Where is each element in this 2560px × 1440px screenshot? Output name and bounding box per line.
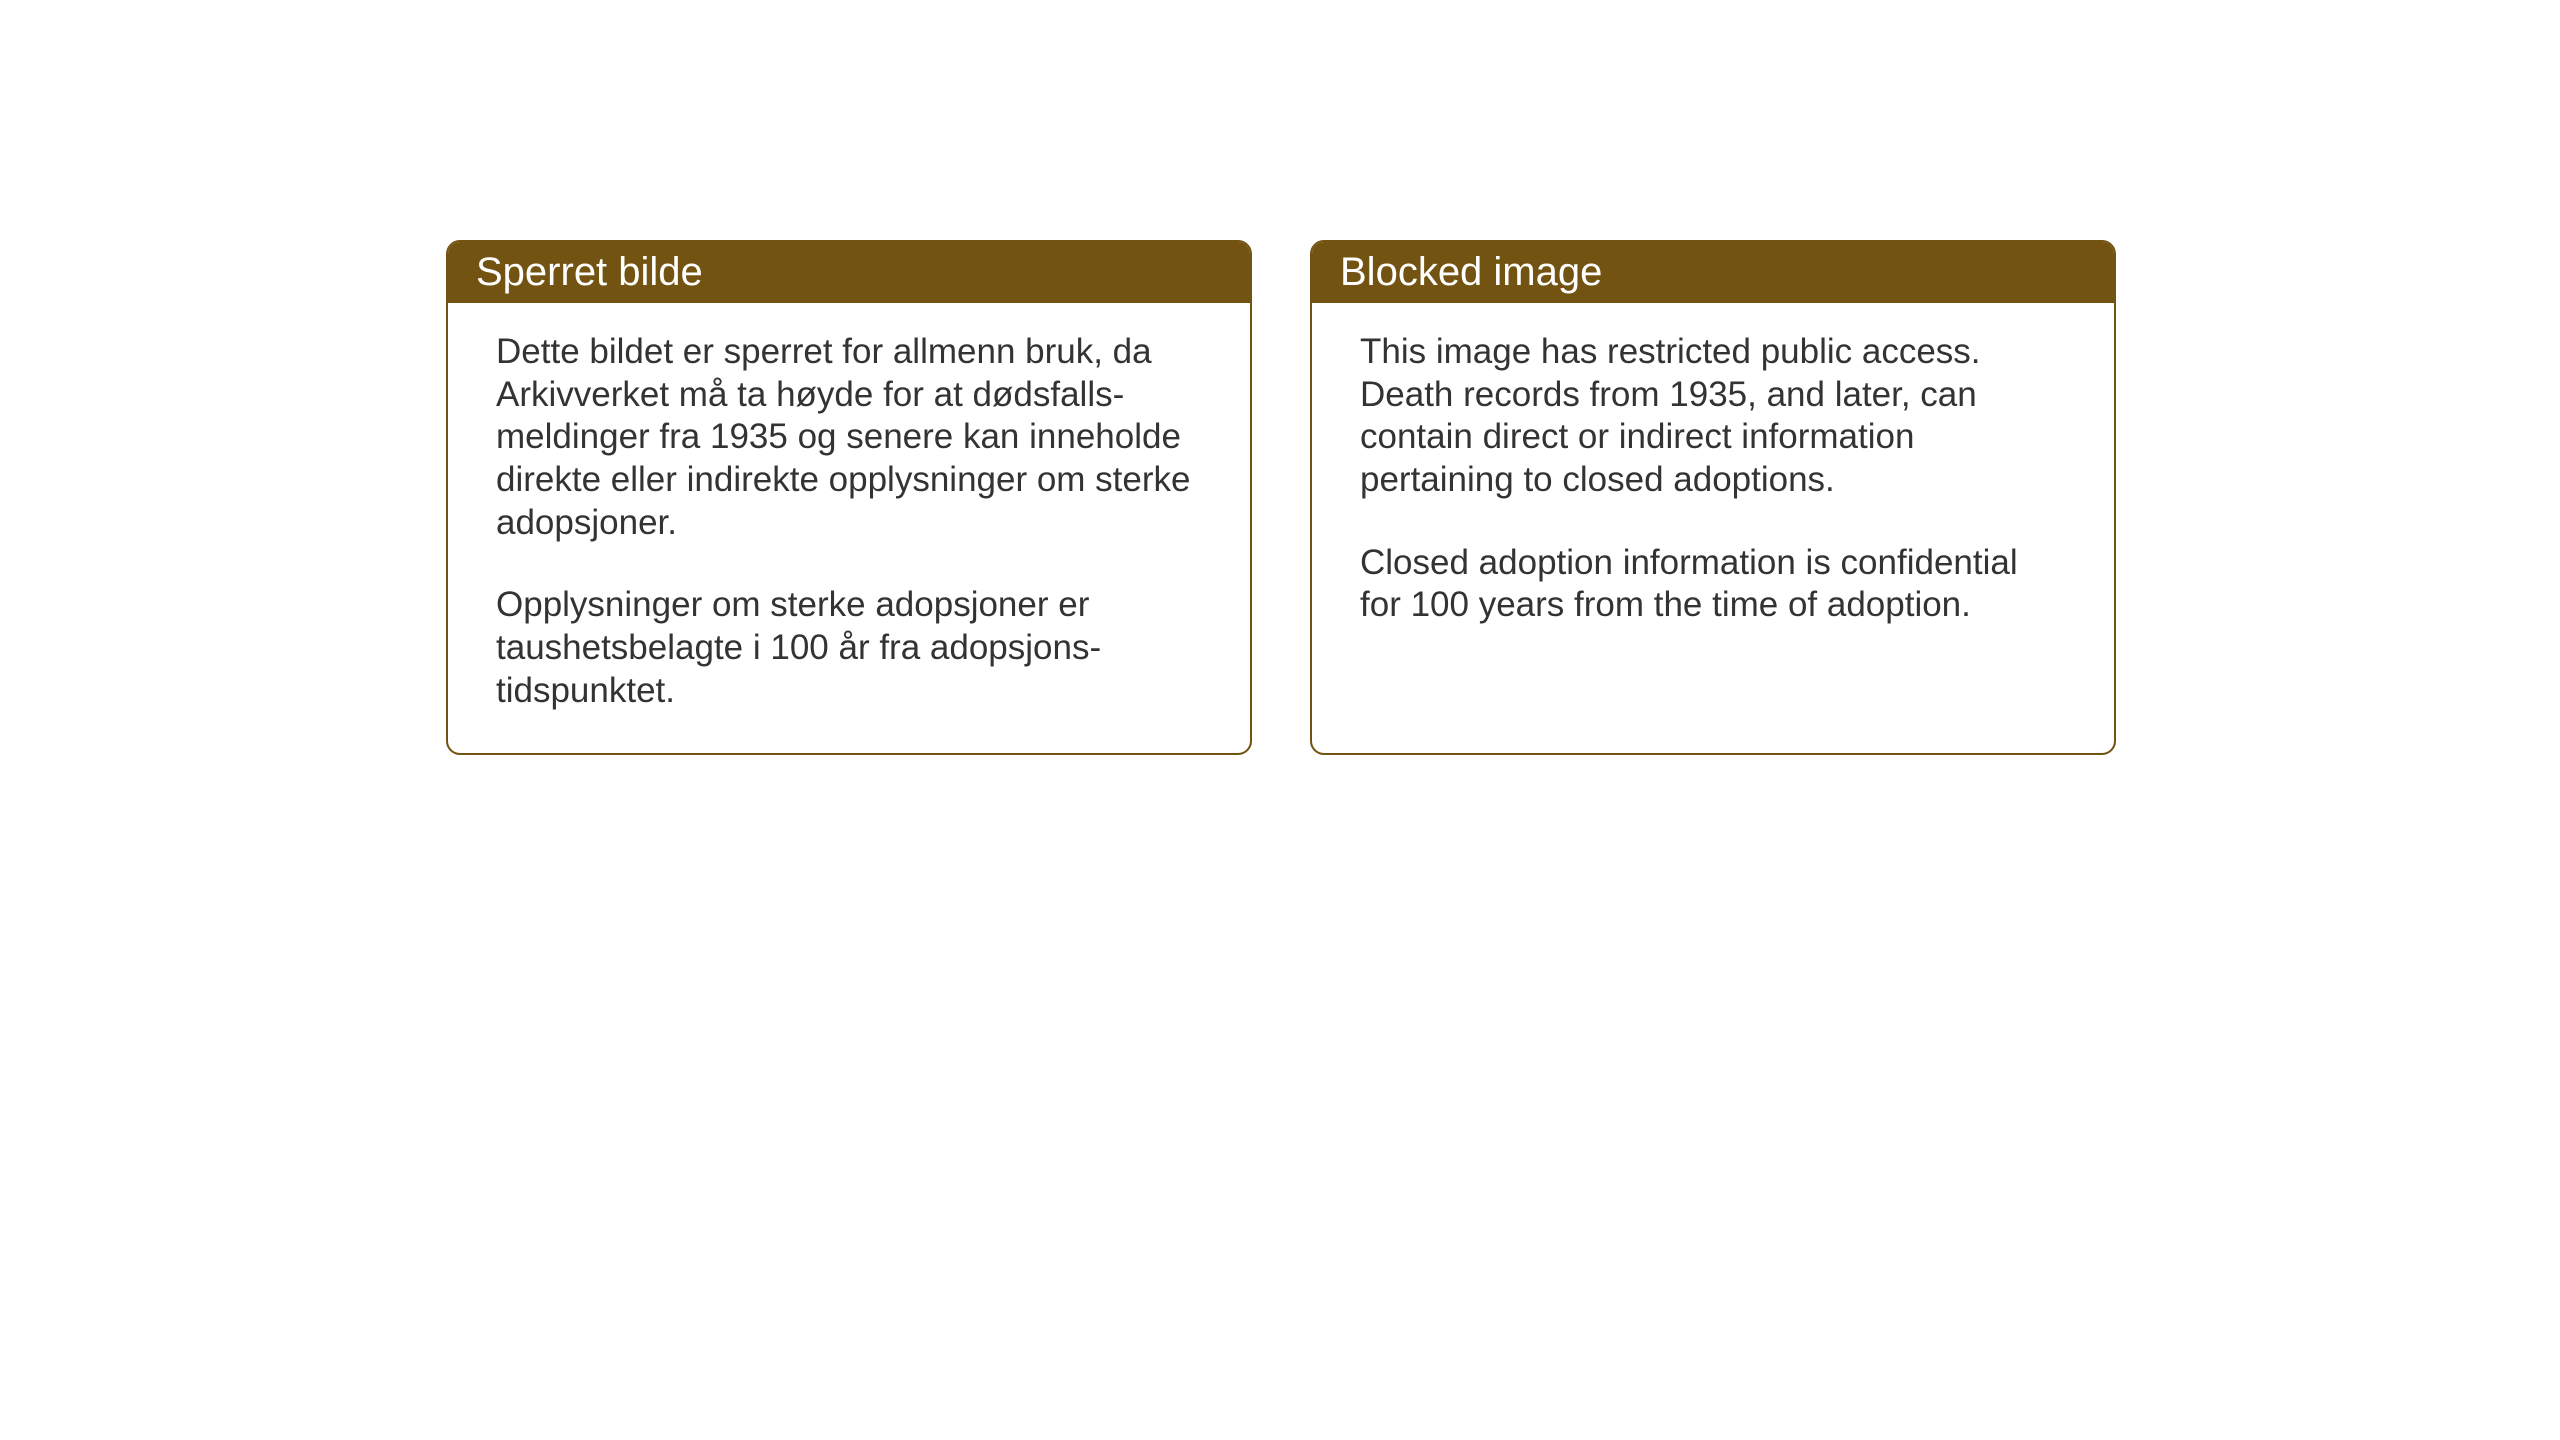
notice-header-norwegian: Sperret bilde xyxy=(448,242,1250,303)
notice-body-norwegian: Dette bildet er sperret for allmenn bruk… xyxy=(448,303,1250,753)
notice-title-english: Blocked image xyxy=(1340,250,1602,294)
notice-paragraph-1-norwegian: Dette bildet er sperret for allmenn bruk… xyxy=(496,331,1202,544)
notice-header-english: Blocked image xyxy=(1312,242,2114,303)
notice-paragraph-2-english: Closed adoption information is confident… xyxy=(1360,542,2066,627)
notice-body-english: This image has restricted public access.… xyxy=(1312,303,2114,667)
notice-box-english: Blocked image This image has restricted … xyxy=(1310,240,2116,755)
notice-paragraph-1-english: This image has restricted public access.… xyxy=(1360,331,2066,502)
notice-box-norwegian: Sperret bilde Dette bildet er sperret fo… xyxy=(446,240,1252,755)
notice-paragraph-2-norwegian: Opplysninger om sterke adopsjoner er tau… xyxy=(496,584,1202,712)
notice-container: Sperret bilde Dette bildet er sperret fo… xyxy=(446,240,2116,755)
notice-title-norwegian: Sperret bilde xyxy=(476,250,703,294)
